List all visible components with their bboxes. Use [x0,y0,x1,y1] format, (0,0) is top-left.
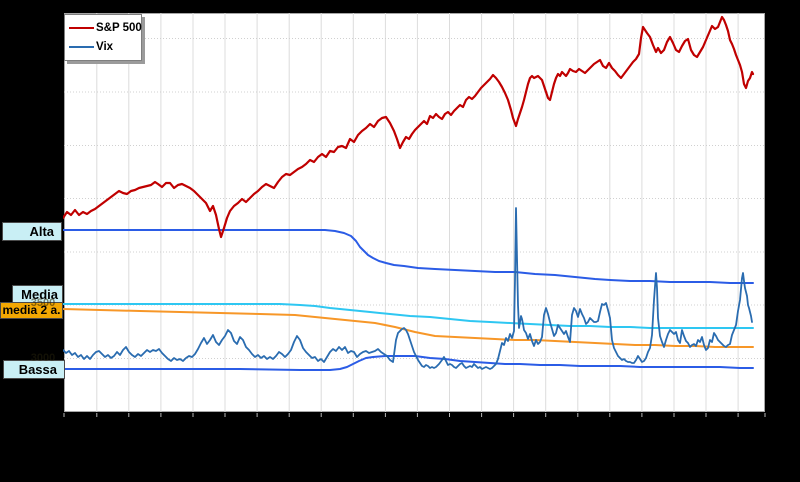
legend-label-vix: Vix [96,41,114,54]
band-label-media: Media [12,285,63,303]
bassa-band-line [63,355,754,371]
vix-line [63,207,753,370]
series-group [63,15,755,371]
gridlines [64,13,765,412]
band-label-media-2a: media 2 a. [0,302,63,319]
band-label-alta-text: Alta [29,224,54,239]
media-band-line [63,303,754,329]
vix-line-swatch [69,46,94,49]
band-label-bassa: Bassa [3,360,65,379]
band-label-media-2a-text: media 2 a. [2,303,61,317]
legend-item-vix: Vix [69,41,141,53]
band-label-bassa-text: Bassa [18,362,57,377]
band-label-media-text: Media [21,286,58,302]
axis-ticks [63,413,766,417]
legend-label-sp500: S&P 500 [96,21,142,34]
legend-item-sp500: S&P 500 [69,21,142,34]
alta-band-line [63,229,754,284]
sp500-line-swatch [69,26,94,29]
sp500-line [63,15,755,239]
media-2a-line [63,308,754,348]
chart-legend: S&P 500 Vix [64,14,142,61]
band-label-alta: Alta [2,222,62,241]
